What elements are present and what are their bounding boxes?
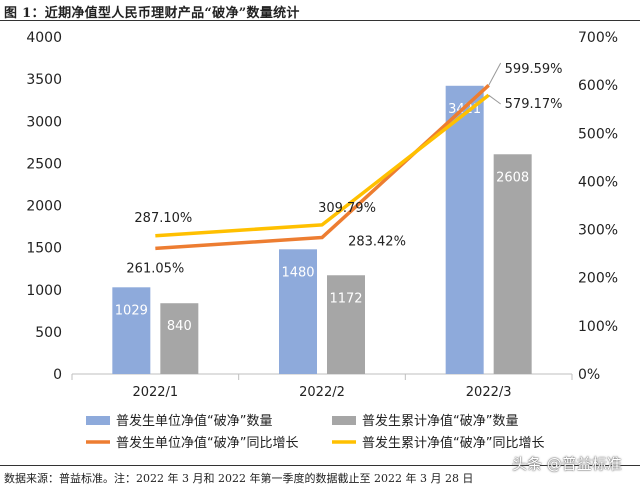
x-tick-label: 2022/1 [132,385,178,400]
figure-title: 图 1：近期净值型人民币理财产品“破净”数量统计 [4,6,300,21]
y-right-tick-label: 0% [578,367,600,383]
y-left-tick-label: 1500 [26,241,62,257]
y-right-tick-label: 700% [578,30,618,46]
bar-value-label: 2608 [496,170,529,185]
footnote-rule [0,465,640,466]
y-left-tick-label: 3000 [26,114,62,130]
label-leader [488,62,502,86]
y-left-tick-label: 1000 [26,283,62,299]
legend-label-4: 普发生累计净值“破净”同比增长 [362,435,544,451]
line-2-value-label: 309.79% [318,201,376,216]
footnote: 数据来源：普益标准。注：2022 年 3 月和 2022 年第一季度的数据截止至… [4,472,474,485]
y-left-tick-label: 2000 [26,199,62,215]
legend-swatch-1 [86,416,110,425]
legend-label-3: 普发生单位净值“破净”同比增长 [116,435,298,451]
y-right-tick-label: 200% [578,271,618,287]
line-2-value-label: 287.10% [134,211,192,226]
line-1-value-label: 283.42% [348,235,406,250]
bar-2 [327,275,365,374]
label-leader [488,94,501,105]
bar-1 [445,85,484,374]
bar-value-label: 1029 [115,303,148,318]
y-left-tick-label: 0 [53,367,62,383]
title-rule [0,20,640,21]
y-right-tick-label: 500% [578,126,618,142]
y-left-tick-label: 500 [35,325,62,341]
bar-value-label: 1172 [329,291,362,306]
bar-1 [112,287,151,374]
line-1-value-label: 599.59% [505,62,563,77]
watermark: 头条 @普益标准 [512,455,622,473]
bar-2 [160,303,199,374]
line-2-value-label: 579.17% [505,97,563,112]
y-right-tick-label: 300% [578,223,618,239]
x-tick-label: 2022/3 [466,385,512,400]
legend-label-2: 普发生累计净值“破净”数量 [362,413,518,429]
chart: 0 500 1000 1500 2000 2500 3000 3500 4000 0% 100% 20… [26,30,618,451]
legend-swatch-2 [332,416,356,425]
bar-value-label: 1480 [281,265,314,280]
line-1-value-label: 261.05% [126,261,184,276]
bar-1 [279,249,317,374]
y-left-tick-label: 3500 [26,72,62,88]
y-left-tick-label: 4000 [26,30,62,46]
bar-value-label: 840 [167,319,192,334]
line-series-2 [155,93,490,238]
y-right-tick-label: 100% [578,319,618,335]
line-series-1 [155,84,490,251]
x-tick-label: 2022/2 [299,385,345,400]
legend-label-1: 普发生单位净值“破净”数量 [116,413,272,429]
y-right-tick-label: 400% [578,174,618,190]
y-left-tick-label: 2500 [26,156,62,172]
bar-2 [493,154,532,374]
y-right-tick-label: 600% [578,78,618,94]
